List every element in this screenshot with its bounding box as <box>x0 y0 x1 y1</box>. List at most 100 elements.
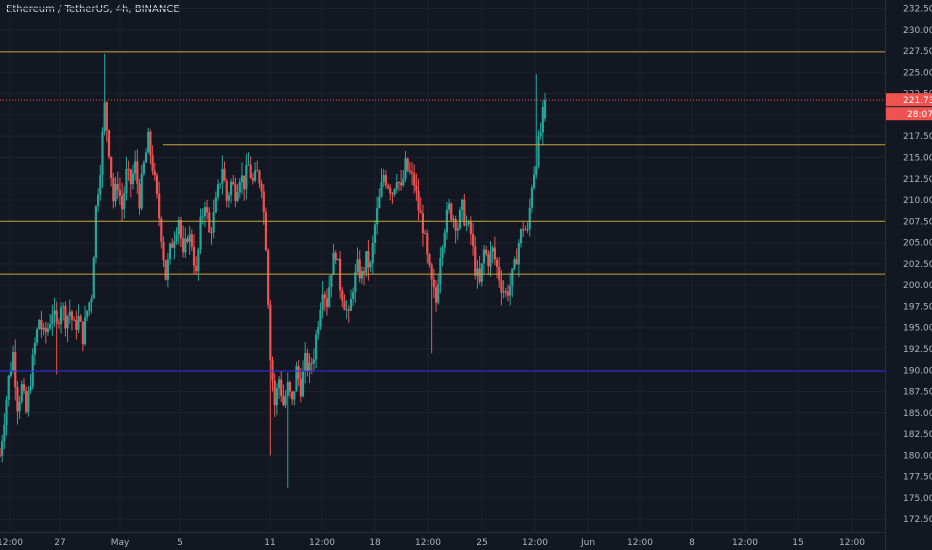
candle-body <box>467 221 470 225</box>
candle-body <box>336 258 339 261</box>
candle-body <box>160 218 163 242</box>
price-tick-label: 232.50 <box>903 5 932 15</box>
candle-body <box>197 249 200 272</box>
candle-body <box>504 291 507 293</box>
candle-body <box>306 353 309 372</box>
time-tick-label: 27 <box>54 538 65 548</box>
candle-body <box>210 232 213 234</box>
candle-body <box>395 182 398 190</box>
candle-body <box>384 175 387 186</box>
price-tick-label: 215.00 <box>903 153 932 163</box>
candle-body <box>256 170 259 172</box>
candle-body <box>489 251 492 267</box>
candle-body <box>308 362 311 372</box>
candle-body <box>450 203 453 220</box>
time-tick-label: 12:00 <box>415 538 441 548</box>
candle-body <box>301 370 305 397</box>
candle-body <box>149 131 152 156</box>
price-tick-label: 182.50 <box>903 430 932 440</box>
candle-body <box>49 324 52 329</box>
candle-body <box>260 183 263 192</box>
candle-body <box>44 327 47 333</box>
candle-body <box>153 170 156 176</box>
candle-body <box>53 310 56 315</box>
candle-body <box>310 362 313 364</box>
candle-body <box>352 292 355 300</box>
candle-body <box>79 316 82 322</box>
candle-body <box>219 183 222 185</box>
price-tick-label: 172.50 <box>903 515 932 525</box>
candle-body <box>123 193 126 210</box>
candle-body <box>136 161 139 185</box>
candle-body <box>173 241 176 248</box>
candle-body <box>485 249 488 255</box>
candle-body <box>101 131 104 176</box>
candle-body <box>380 181 383 197</box>
candle-body <box>258 171 261 184</box>
candle-body <box>227 195 230 201</box>
candle-body <box>147 131 150 153</box>
candle-body <box>7 375 10 400</box>
candle-body <box>356 259 359 272</box>
time-tick-label: 12:00 <box>0 538 23 548</box>
candle-body <box>378 196 381 209</box>
candle-body <box>461 199 464 211</box>
candle-body <box>116 183 119 191</box>
price-tick-label: 205.00 <box>903 239 932 249</box>
candle-body <box>323 294 326 299</box>
candle-body <box>3 424 6 442</box>
candle-body <box>232 181 235 185</box>
candle-body <box>77 316 80 330</box>
candle-body <box>195 265 198 272</box>
time-tick-label: 11 <box>264 538 275 548</box>
price-tick-label: 185.00 <box>903 409 932 419</box>
candle-body <box>517 243 520 265</box>
price-tick-label: 180.00 <box>903 451 932 461</box>
candle-body <box>334 252 337 261</box>
candle-body <box>269 304 272 361</box>
candle-body <box>415 185 418 192</box>
candle-body <box>539 132 542 137</box>
candle-body <box>264 212 268 251</box>
price-tick-label: 227.50 <box>903 47 932 57</box>
candle-body <box>402 178 405 186</box>
candle-body <box>400 182 403 186</box>
candle-body <box>317 326 320 335</box>
candle-body <box>469 221 472 234</box>
candle-body <box>447 203 451 210</box>
candle-body <box>5 399 8 425</box>
candle-body <box>304 353 307 371</box>
candle-body <box>59 307 63 324</box>
candle-body <box>62 306 65 308</box>
candle-body <box>110 156 113 179</box>
candle-body <box>282 396 285 406</box>
candle-body <box>249 164 252 179</box>
price-tick-label: 195.00 <box>903 324 932 334</box>
candle-body <box>465 224 468 226</box>
candle-body <box>280 379 283 397</box>
price-tick-label: 217.50 <box>903 132 932 142</box>
candle-body <box>247 164 250 166</box>
time-tick-label: 12:00 <box>732 538 758 548</box>
candle-body <box>64 306 67 329</box>
price-tick-label: 192.50 <box>903 345 932 355</box>
candle-body <box>358 259 361 279</box>
candle-body <box>182 238 185 253</box>
candle-body <box>188 234 191 242</box>
candle-body <box>500 280 503 293</box>
price-tick-label: 177.50 <box>903 473 932 483</box>
candle-body <box>38 320 41 330</box>
candle-body <box>212 212 215 233</box>
candle-body <box>360 271 363 279</box>
candle-body <box>164 260 167 280</box>
candle-body <box>35 329 39 343</box>
candle-body <box>493 247 496 260</box>
candle-body <box>229 181 233 196</box>
candle-body <box>491 247 494 252</box>
candle-body <box>533 174 536 188</box>
candle-body <box>236 192 239 201</box>
candle-body <box>463 199 466 226</box>
price-tick-label: 200.00 <box>903 281 932 291</box>
price-tick-label: 190.00 <box>903 366 932 376</box>
